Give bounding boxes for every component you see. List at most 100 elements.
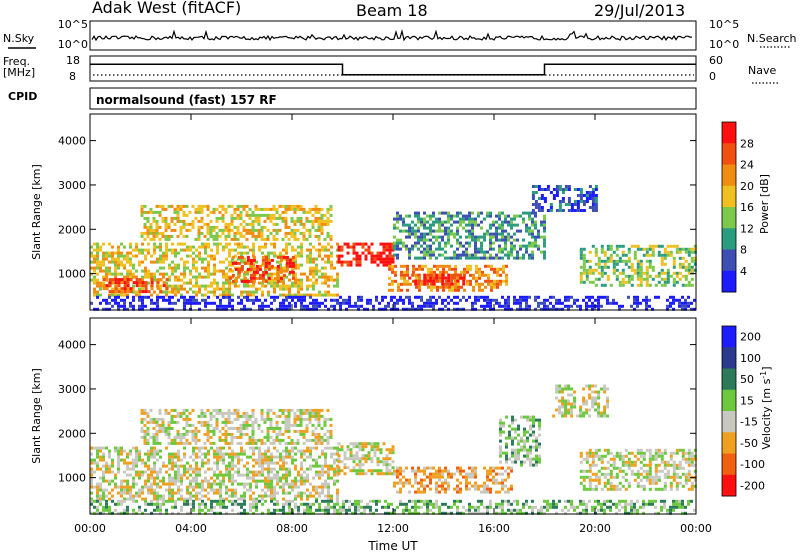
- nave-tick-top: 60: [709, 54, 723, 67]
- colorbar-tick-label: 12: [740, 222, 754, 235]
- power-ylabel: Slant Range [km]: [30, 164, 43, 260]
- y-tick-label: 4000: [58, 339, 86, 352]
- x-tick-label: 00:00: [680, 522, 712, 535]
- colorbar-segment: [722, 474, 736, 497]
- scatter-region-2: [337, 442, 395, 476]
- colorbar-segment: [722, 207, 736, 229]
- colorbar-segment: [722, 389, 736, 412]
- scatter-region-10: [90, 295, 696, 311]
- noise-left-tick-bottom: 10^0: [58, 38, 88, 51]
- nave-tick-bottom: 0: [709, 70, 716, 83]
- colorbar-tick-label: 4: [740, 265, 747, 278]
- colorbar-tick-label: 24: [740, 159, 754, 172]
- colorbar-segment: [722, 143, 736, 165]
- y-tick-label: 3000: [58, 383, 86, 396]
- noise-right-tick-top: 10^5: [709, 18, 739, 31]
- x-tick-label: 12:00: [377, 522, 409, 535]
- scatter-region-1: [140, 408, 333, 445]
- colorbar-segment: [722, 411, 736, 433]
- scatter-region-0: [90, 446, 339, 501]
- noise-right-tick-bottom: 10^0: [709, 38, 739, 51]
- scatter-region-7: [393, 211, 546, 260]
- x-tick-label: 00:00: [74, 522, 106, 535]
- nave-label: Nave: [748, 64, 776, 77]
- colorbar-tick-label: 200: [740, 331, 761, 344]
- time-axis-label: Time UT: [367, 539, 418, 553]
- y-tick-label: 1000: [58, 268, 86, 281]
- noise-strip-frame: [89, 20, 697, 51]
- colorbar-segment: [722, 122, 736, 144]
- colorbar-segment: [722, 326, 736, 348]
- scatter-region-3: [393, 466, 513, 494]
- colorbar-tick-label: 8: [740, 244, 747, 257]
- power-colorbar: 4 8 12 16 20 24 28: [721, 121, 754, 293]
- power-data: [90, 185, 697, 311]
- scatter-region-9: [579, 244, 697, 287]
- freq-strip-frame: [89, 55, 697, 82]
- colorbar-segment: [722, 185, 736, 208]
- velocity-colorbar: 200 100 50 15 -15 -50 -100 -200: [721, 325, 765, 497]
- colorbar-tick-label: 15: [740, 394, 754, 407]
- freq-label-line1: Freq.: [3, 55, 30, 68]
- colorbar-tick-label: 20: [740, 180, 754, 193]
- cpid-label: CPID: [8, 90, 37, 103]
- colorbar-segment: [722, 453, 736, 476]
- velocity-colorbar-label: Velocity [m s-1]: [759, 366, 774, 449]
- noise-trace: [91, 28, 692, 42]
- scatter-region-0: [90, 242, 339, 297]
- colorbar-tick-label: 16: [740, 201, 754, 214]
- freq-label-line2: [MHz]: [3, 66, 35, 79]
- colorbar-segment: [722, 164, 736, 187]
- x-tick-label: 16:00: [478, 522, 510, 535]
- beam-title: Beam 18: [356, 1, 428, 20]
- scatter-region-5: [552, 384, 610, 418]
- y-tick-label: 2000: [58, 223, 86, 236]
- frequency-line: [90, 63, 696, 76]
- scatter-region-1: [102, 278, 169, 294]
- freq-tick-top: 18: [66, 54, 80, 67]
- velocity-axes: 1000 2000 3000 4000 00:00 04:00 08:00 12:00 16:0…: [58, 318, 712, 535]
- noise-trace-line: [91, 28, 692, 42]
- colorbar-segment: [722, 347, 736, 369]
- colorbar-segment: [722, 368, 736, 391]
- station-title: Adak West (fitACF): [92, 0, 241, 17]
- scatter-region-7: [90, 499, 696, 515]
- colorbar-segment: [722, 270, 736, 293]
- scatter-region-6: [579, 448, 697, 491]
- colorbar-tick-label: -100: [740, 458, 765, 471]
- colorbar-tick-label: -15: [740, 416, 758, 429]
- y-tick-label: 1000: [58, 472, 86, 485]
- colorbar-segment: [722, 432, 736, 454]
- nsky-label: N.Sky: [3, 32, 35, 45]
- velocity-data: [90, 384, 697, 515]
- colorbar-segment: [722, 228, 736, 250]
- scatter-region-2: [228, 255, 295, 283]
- scatter-region-4: [499, 415, 541, 467]
- power-colorbar-label: Power [dB]: [758, 174, 771, 234]
- cpid-strip-frame: [89, 87, 697, 110]
- colorbar-tick-label: 28: [740, 137, 754, 150]
- scatter-region-8: [531, 185, 598, 212]
- date-title: 29/Jul/2013: [594, 1, 685, 20]
- power-axes: 1000 2000 3000 4000: [58, 114, 697, 310]
- freq-tick-bottom: 8: [69, 70, 76, 83]
- velocity-ylabel: Slant Range [km]: [30, 368, 43, 464]
- cpid-value: normalsound (fast) 157 RF: [96, 93, 277, 107]
- scatter-region-6: [408, 273, 466, 286]
- y-tick-label: 2000: [58, 427, 86, 440]
- colorbar-tick-label: -50: [740, 437, 758, 450]
- scatter-region-3: [140, 204, 333, 241]
- x-tick-label: 08:00: [276, 522, 308, 535]
- nsearch-label: N.Search: [747, 32, 797, 45]
- colorbar-segment: [722, 249, 736, 272]
- noise-left-tick-top: 10^5: [58, 18, 88, 31]
- y-tick-label: 3000: [58, 179, 86, 192]
- colorbar-tick-label: 100: [740, 352, 761, 365]
- scatter-region-4: [337, 242, 395, 267]
- x-tick-label: 04:00: [175, 522, 207, 535]
- y-tick-label: 4000: [58, 135, 86, 148]
- colorbar-tick-label: 50: [740, 373, 754, 386]
- colorbar-tick-label: -200: [740, 479, 765, 492]
- x-tick-label: 20:00: [579, 522, 611, 535]
